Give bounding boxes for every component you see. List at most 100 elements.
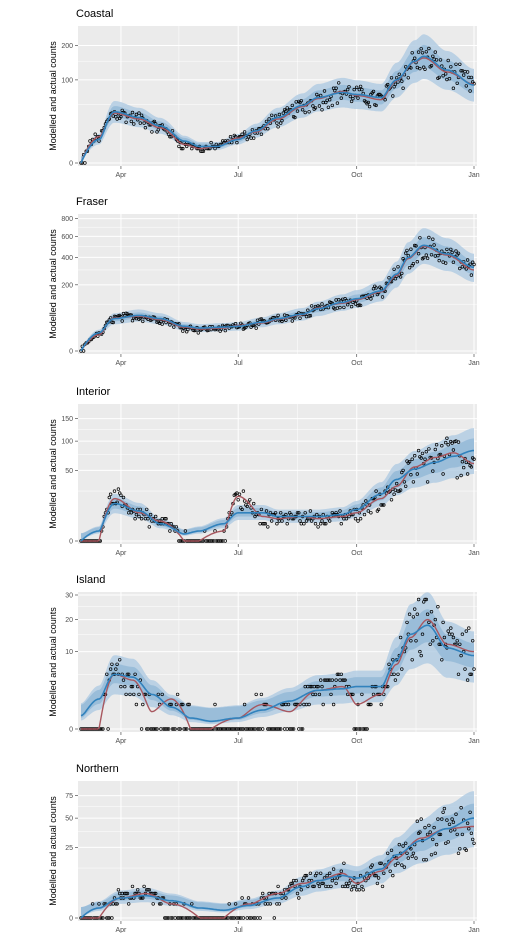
data-point: [458, 847, 462, 851]
data-point: [431, 639, 435, 643]
data-point: [155, 727, 159, 731]
y-tick-label: 0: [69, 349, 73, 356]
x-tick-label: Apr: [115, 360, 127, 367]
data-point: [322, 522, 327, 526]
data-point: [428, 642, 432, 647]
data-point: [395, 481, 399, 486]
data-point: [433, 447, 437, 452]
data-point: [121, 678, 126, 682]
data-point: [270, 113, 274, 118]
data-point: [436, 817, 440, 821]
data-point: [382, 871, 386, 876]
x-tick-label: Jan: [468, 550, 479, 557]
data-point: [429, 253, 434, 257]
data-point: [293, 316, 297, 320]
y-axis-label: Modelled and actual counts: [48, 607, 58, 717]
data-point: [458, 642, 462, 647]
data-point: [455, 476, 459, 480]
data-point: [315, 871, 319, 876]
data-point: [420, 632, 425, 636]
panel-title: Coastal: [76, 8, 113, 20]
data-point: [190, 146, 194, 151]
data-point: [441, 620, 445, 625]
data-point: [400, 79, 404, 83]
data-point: [231, 916, 235, 920]
data-point: [344, 517, 349, 521]
data-point: [386, 851, 390, 856]
y-axis-label: Modelled and actual counts: [48, 229, 58, 339]
y-tick-label: 20: [65, 617, 73, 624]
data-point: [375, 881, 380, 886]
data-point: [353, 302, 358, 306]
data-point: [393, 277, 398, 281]
data-point: [449, 626, 453, 630]
model-line: [80, 55, 475, 164]
data-point: [272, 916, 276, 920]
data-point: [445, 818, 449, 822]
y-axis-label: Modelled and actual counts: [48, 41, 58, 151]
y-tick-label: 30: [65, 593, 73, 600]
x-tick-label: Oct: [351, 738, 362, 745]
data-point: [387, 276, 391, 280]
data-point: [316, 684, 320, 689]
data-point: [451, 820, 456, 824]
data-point: [414, 639, 418, 643]
data-point: [449, 247, 453, 252]
data-point: [410, 457, 414, 461]
data-point: [120, 319, 124, 323]
data-point: [472, 457, 476, 461]
data-point: [444, 841, 448, 846]
data-point: [400, 271, 404, 276]
data-point: [290, 727, 294, 731]
data-point: [88, 139, 92, 143]
data-point: [392, 85, 396, 89]
data-point: [303, 511, 307, 515]
data-point: [450, 632, 454, 636]
data-point: [295, 511, 300, 515]
data-point: [174, 525, 179, 529]
data-point: [125, 891, 130, 896]
data-point: [425, 832, 430, 837]
data-point: [201, 149, 206, 153]
data-point: [129, 511, 133, 515]
data-point: [317, 104, 322, 108]
data-point: [101, 727, 105, 731]
data-point: [423, 67, 427, 72]
data-point: [142, 884, 146, 889]
data-point: [196, 331, 200, 335]
data-point: [434, 443, 439, 447]
data-point: [397, 842, 401, 847]
data-point: [138, 121, 142, 125]
data-point: [432, 825, 436, 830]
data-point: [183, 529, 188, 533]
data-point: [277, 727, 282, 731]
data-point: [169, 702, 173, 707]
data-point: [123, 684, 127, 689]
data-point: [404, 251, 408, 255]
data-point: [119, 114, 123, 119]
data-point: [346, 303, 350, 307]
data-point: [251, 501, 256, 506]
data-point: [458, 62, 462, 67]
data-point: [451, 448, 456, 452]
y-tick-label: 200: [61, 43, 73, 50]
data-point: [339, 522, 343, 526]
data-point: [456, 251, 461, 255]
data-point: [169, 916, 173, 920]
y-tick-label: 100: [61, 77, 73, 84]
data-point: [411, 262, 416, 266]
data-point: [409, 639, 413, 643]
data-point: [425, 480, 430, 484]
y-tick-label: 100: [61, 439, 73, 446]
data-point: [415, 472, 419, 476]
ribbon-outer: [81, 34, 474, 163]
data-point: [143, 692, 148, 697]
panel-title: Northern: [76, 763, 119, 775]
data-point: [246, 134, 251, 139]
data-point: [259, 317, 264, 321]
data-point: [389, 76, 394, 80]
data-point: [233, 902, 238, 906]
data-point: [235, 140, 239, 145]
data-point: [119, 493, 123, 497]
data-point: [240, 507, 244, 512]
